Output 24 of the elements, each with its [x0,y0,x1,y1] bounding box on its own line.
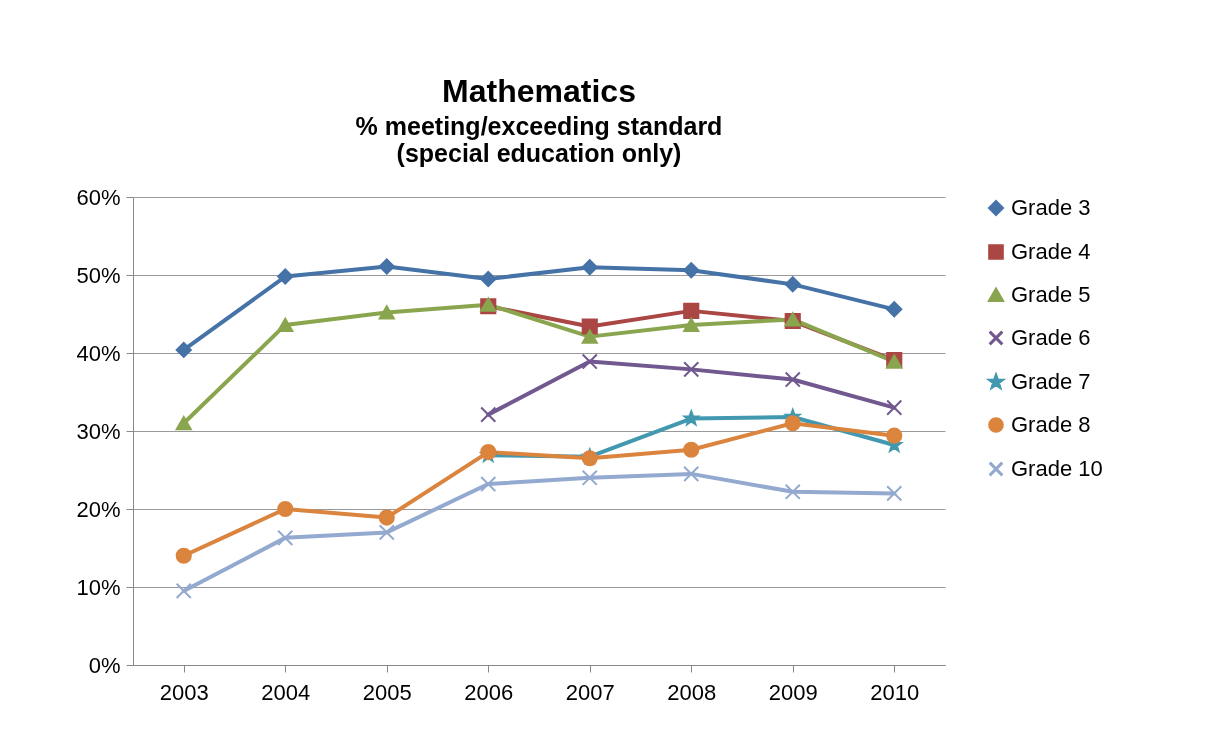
x-tick-label: 2004 [261,679,311,705]
x-tick-label: 2010 [870,679,920,705]
legend-label: Grade 3 [1011,195,1091,220]
x-tick-label: 2006 [464,679,514,705]
legend-label: Grade 10 [1011,456,1103,481]
x-tick-label: 2008 [667,679,717,705]
y-tick-label: 40% [76,340,121,366]
y-tick-label: 30% [76,418,121,444]
legend-label: Grade 8 [1011,412,1091,437]
x-tick-label: 2003 [159,679,209,705]
legend-label: Grade 6 [1011,325,1091,350]
legend-label: Grade 4 [1011,239,1091,264]
y-tick-label: 10% [76,574,121,600]
legend-label: Grade 7 [1011,369,1091,394]
y-tick-label: 60% [76,184,121,210]
x-tick-label: 2005 [362,679,412,705]
x-tick-label: 2009 [768,679,818,705]
x-tick-label: 2007 [565,679,615,705]
chart-subtitle: % meeting/exceeding standard (special education only) [355,112,723,167]
y-tick-label: 0% [88,652,121,678]
y-tick-label: 50% [76,262,121,288]
legend-label: Grade 5 [1011,282,1091,307]
chart-title: Mathematics [442,73,636,109]
y-tick-label: 20% [76,496,121,522]
